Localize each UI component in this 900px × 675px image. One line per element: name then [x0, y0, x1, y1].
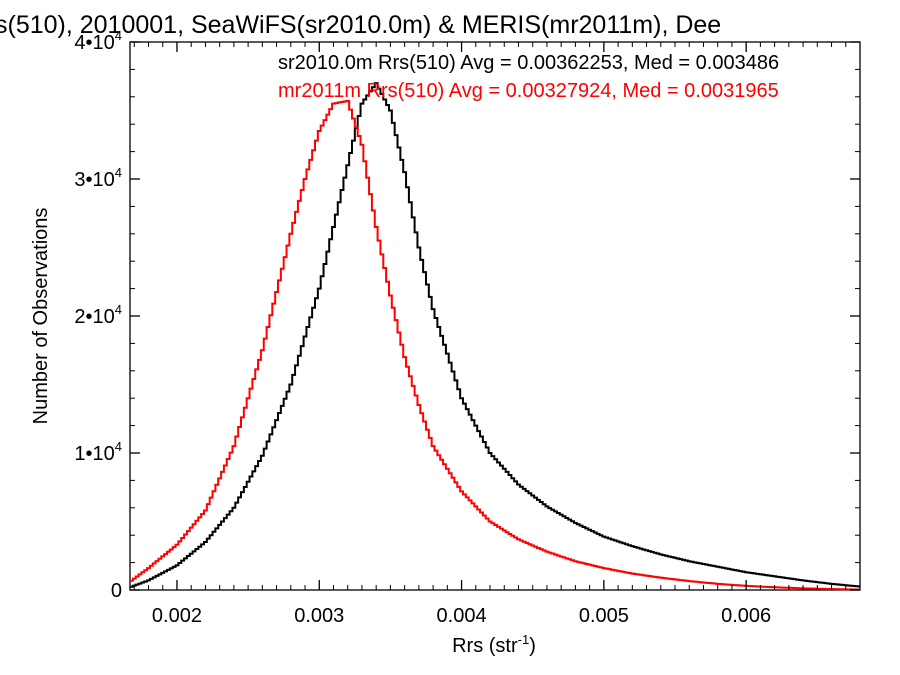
y-tick-label-0: 0: [111, 580, 122, 602]
series-layer: [130, 82, 860, 591]
annotation-black: sr2010.0m Rrs(510) Avg = 0.00362253, Med…: [278, 52, 779, 74]
x-tick-label-4: 0.006: [721, 605, 771, 627]
y-tick-label-1: 1•104: [74, 439, 122, 465]
y-tick-label-4: 4•104: [74, 28, 122, 54]
series-line-0: [130, 82, 860, 588]
series-line-1: [130, 99, 860, 591]
chart-title: s(510), 2010001, SeaWiFS(sr2010.0m) & ME…: [0, 11, 721, 39]
x-tick-label-1: 0.003: [294, 605, 344, 627]
axis-ticks: 0.002 0.003 0.004 0.005 0.006 0 1•104 2•104 3•10…: [74, 28, 860, 627]
plot-border: [129, 41, 861, 591]
x-tick-label-2: 0.004: [437, 605, 487, 627]
y-axis-label: Number of Observations: [30, 208, 52, 425]
plot-area: [129, 41, 861, 591]
x-tick-label-0: 0.002: [152, 605, 202, 627]
x-axis-label: Rrs (str-1): [452, 632, 536, 657]
x-tick-label-3: 0.005: [579, 605, 629, 627]
y-tick-label-3: 3•104: [74, 165, 122, 191]
y-tick-label-2: 2•104: [74, 302, 122, 328]
annotation-red: mr2011m Rrs(510) Avg = 0.00327924, Med =…: [278, 80, 779, 102]
